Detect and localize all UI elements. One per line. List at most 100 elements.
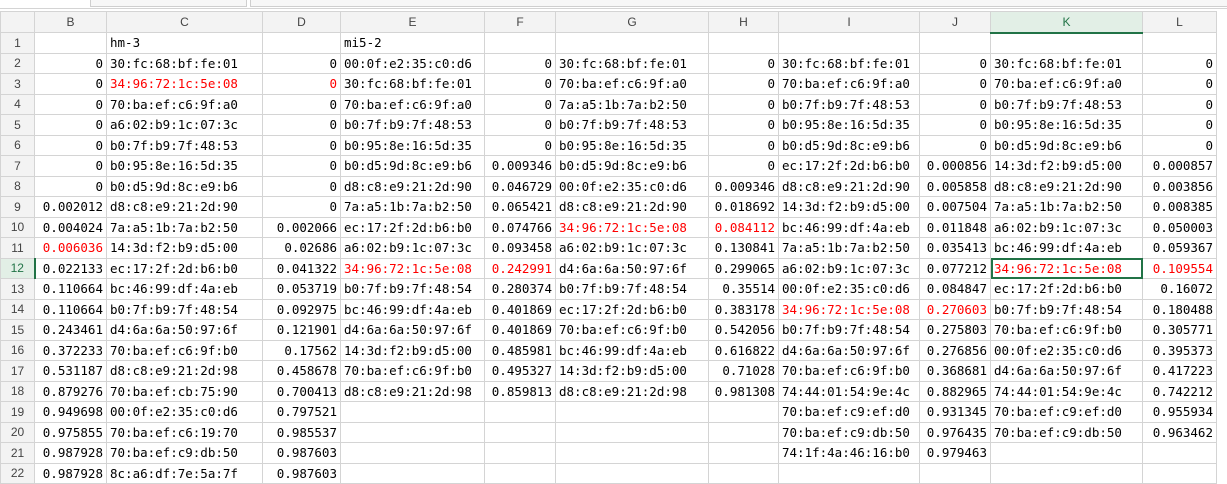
cell-l15[interactable]: 0.305771 <box>1142 319 1217 341</box>
cell-f2[interactable]: 0 <box>484 52 556 74</box>
cell-h21[interactable] <box>708 442 779 464</box>
cell-b6[interactable]: 0 <box>34 134 107 156</box>
cell-f11[interactable]: 0.093458 <box>484 237 556 259</box>
cell-l18[interactable]: 0.742212 <box>1142 380 1217 402</box>
cell-d13[interactable]: 0.053719 <box>262 278 341 300</box>
cell-c9[interactable]: d8:c8:e9:21:2d:90 <box>106 196 263 218</box>
cell-b7[interactable]: 0 <box>34 155 107 177</box>
cell-f3[interactable]: 0 <box>484 73 556 95</box>
cell-k14[interactable]: b0:7f:b9:7f:48:54 <box>990 298 1143 320</box>
row-header[interactable]: 9 <box>0 196 35 218</box>
cell-b14[interactable]: 0.110664 <box>34 298 107 320</box>
row-header[interactable]: 7 <box>0 155 35 177</box>
cell-l5[interactable]: 0 <box>1142 114 1217 136</box>
cell-f7[interactable]: 0.009346 <box>484 155 556 177</box>
cell-e10[interactable]: ec:17:2f:2d:b6:b0 <box>340 216 485 238</box>
cell-j17[interactable]: 0.368681 <box>919 360 991 382</box>
cell-b5[interactable]: 0 <box>34 114 107 136</box>
cell-l16[interactable]: 0.395373 <box>1142 339 1217 361</box>
cell-k7[interactable]: 14:3d:f2:b9:d5:00 <box>990 155 1143 177</box>
cell-h6[interactable]: 0 <box>708 134 779 156</box>
cell-d4[interactable]: 0 <box>262 93 341 115</box>
cell-g13[interactable]: b0:7f:b9:7f:48:54 <box>555 278 709 300</box>
row-header[interactable]: 20 <box>0 421 35 443</box>
cell-g9[interactable]: d8:c8:e9:21:2d:90 <box>555 196 709 218</box>
cell-f19[interactable] <box>484 401 556 423</box>
cell-i16[interactable]: d4:6a:6a:50:97:6f <box>778 339 920 361</box>
cell-e20[interactable] <box>340 421 485 443</box>
cell-l11[interactable]: 0.059367 <box>1142 237 1217 259</box>
cell-d9[interactable]: 0 <box>262 196 341 218</box>
cell-e5[interactable]: b0:7f:b9:7f:48:53 <box>340 114 485 136</box>
cell-d8[interactable]: 0 <box>262 175 341 197</box>
cell-g10[interactable]: 34:96:72:1c:5e:08 <box>555 216 709 238</box>
cell-d19[interactable]: 0.797521 <box>262 401 341 423</box>
cell-b10[interactable]: 0.004024 <box>34 216 107 238</box>
cell-k9[interactable]: 7a:a5:1b:7a:b2:50 <box>990 196 1143 218</box>
cell-g3[interactable]: 70:ba:ef:c6:9f:a0 <box>555 73 709 95</box>
cell-l19[interactable]: 0.955934 <box>1142 401 1217 423</box>
row-header[interactable]: 8 <box>0 175 35 197</box>
cell-d22[interactable]: 0.987603 <box>262 462 341 484</box>
column-header-i[interactable]: I <box>778 11 920 33</box>
cell-c16[interactable]: 70:ba:ef:c6:9f:b0 <box>106 339 263 361</box>
cell-b18[interactable]: 0.879276 <box>34 380 107 402</box>
column-header-h[interactable]: H <box>708 11 779 33</box>
row-header[interactable]: 5 <box>0 114 35 136</box>
cell-e4[interactable]: 70:ba:ef:c6:9f:a0 <box>340 93 485 115</box>
cell-k15[interactable]: 70:ba:ef:c6:9f:b0 <box>990 319 1143 341</box>
cell-g16[interactable]: bc:46:99:df:4a:eb <box>555 339 709 361</box>
cell-e18[interactable]: d8:c8:e9:21:2d:98 <box>340 380 485 402</box>
cell-i13[interactable]: 00:0f:e2:35:c0:d6 <box>778 278 920 300</box>
cell-d3[interactable]: 0 <box>262 73 341 95</box>
cell-g22[interactable] <box>555 462 709 484</box>
sheet-tab[interactable] <box>90 0 247 7</box>
cell-h5[interactable]: 0 <box>708 114 779 136</box>
cell-e11[interactable]: a6:02:b9:1c:07:3c <box>340 237 485 259</box>
cell-b15[interactable]: 0.243461 <box>34 319 107 341</box>
cell-d17[interactable]: 0.458678 <box>262 360 341 382</box>
cell-f8[interactable]: 0.046729 <box>484 175 556 197</box>
cell-k10[interactable]: a6:02:b9:1c:07:3c <box>990 216 1143 238</box>
cell-i9[interactable]: 14:3d:f2:b9:d5:00 <box>778 196 920 218</box>
cell-e7[interactable]: b0:d5:9d:8c:e9:b6 <box>340 155 485 177</box>
cell-l12[interactable]: 0.109554 <box>1142 257 1217 279</box>
cell-g15[interactable]: 70:ba:ef:c6:9f:b0 <box>555 319 709 341</box>
cell-b12[interactable]: 0.022133 <box>34 257 107 279</box>
cell-i3[interactable]: 70:ba:ef:c6:9f:a0 <box>778 73 920 95</box>
row-header[interactable]: 21 <box>0 442 35 464</box>
column-header-f[interactable]: F <box>484 11 556 33</box>
cell-c13[interactable]: bc:46:99:df:4a:eb <box>106 278 263 300</box>
cell-i10[interactable]: bc:46:99:df:4a:eb <box>778 216 920 238</box>
cell-e21[interactable] <box>340 442 485 464</box>
cell-g4[interactable]: 7a:a5:1b:7a:b2:50 <box>555 93 709 115</box>
cell-c19[interactable]: 00:0f:e2:35:c0:d6 <box>106 401 263 423</box>
cell-l10[interactable]: 0.050003 <box>1142 216 1217 238</box>
cell-c1[interactable]: hm-3 <box>106 32 263 54</box>
cell-b9[interactable]: 0.002012 <box>34 196 107 218</box>
cell-j3[interactable]: 0 <box>919 73 991 95</box>
cell-c22[interactable]: 8c:a6:df:7e:5a:7f <box>106 462 263 484</box>
cell-h22[interactable] <box>708 462 779 484</box>
cell-f18[interactable]: 0.859813 <box>484 380 556 402</box>
cell-l20[interactable]: 0.963462 <box>1142 421 1217 443</box>
cell-i14[interactable]: 34:96:72:1c:5e:08 <box>778 298 920 320</box>
cell-k16[interactable]: 00:0f:e2:35:c0:d6 <box>990 339 1143 361</box>
cell-l14[interactable]: 0.180488 <box>1142 298 1217 320</box>
cell-h13[interactable]: 0.35514 <box>708 278 779 300</box>
cell-k6[interactable]: b0:d5:9d:8c:e9:b6 <box>990 134 1143 156</box>
cell-l22[interactable] <box>1142 462 1217 484</box>
cell-d10[interactable]: 0.002066 <box>262 216 341 238</box>
cell-h3[interactable]: 0 <box>708 73 779 95</box>
row-header[interactable]: 4 <box>0 93 35 115</box>
cell-h9[interactable]: 0.018692 <box>708 196 779 218</box>
cell-l8[interactable]: 0.003856 <box>1142 175 1217 197</box>
cell-j12[interactable]: 0.077212 <box>919 257 991 279</box>
cell-j5[interactable]: 0 <box>919 114 991 136</box>
cell-l1[interactable] <box>1142 32 1217 54</box>
cell-k1[interactable] <box>990 32 1143 54</box>
cell-c8[interactable]: b0:d5:9d:8c:e9:b6 <box>106 175 263 197</box>
row-header[interactable]: 3 <box>0 73 35 95</box>
cell-c5[interactable]: a6:02:b9:1c:07:3c <box>106 114 263 136</box>
cell-k12[interactable]: 34:96:72:1c:5e:08 <box>990 257 1143 279</box>
